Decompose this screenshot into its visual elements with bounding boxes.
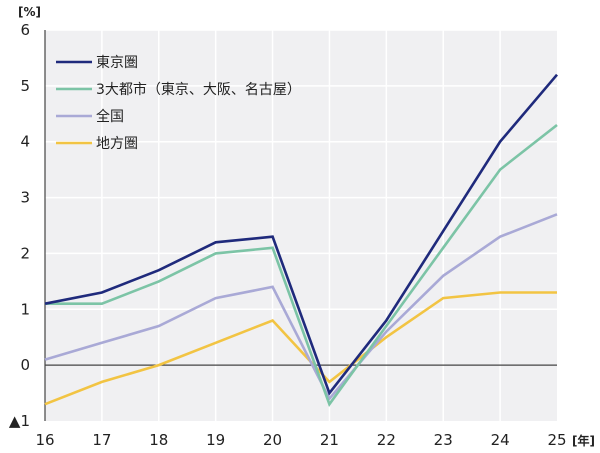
x-tick-label: 19 <box>206 431 225 449</box>
y-tick-label: 1 <box>20 300 30 318</box>
legend-label: 3大都市（東京、大阪、名古屋） <box>96 81 301 98</box>
legend-item: 東京圏 <box>56 55 138 71</box>
legend-item: 3大都市（東京、大阪、名古屋） <box>56 81 301 98</box>
y-tick-label: ▲1 <box>9 412 30 430</box>
y-tick-label: 2 <box>20 244 30 262</box>
x-axis-unit: [年] <box>572 433 595 448</box>
x-tick-label: 21 <box>320 431 339 449</box>
x-tick-label: 22 <box>377 431 396 449</box>
series-line <box>45 123 558 407</box>
x-axis-ticks: 16 17 18 19 20 21 22 23 24 25 <box>35 431 566 449</box>
y-tick-label: 0 <box>20 356 30 374</box>
series-lines <box>44 73 558 407</box>
gridlines <box>45 29 557 421</box>
x-tick-label: 18 <box>149 431 168 449</box>
x-tick-label: 25 <box>547 431 566 449</box>
plot-area <box>45 30 557 421</box>
y-tick-label: 4 <box>20 133 30 151</box>
series-line <box>44 291 557 406</box>
y-axis-unit: [%] <box>18 5 41 19</box>
x-tick-label: 17 <box>92 431 111 449</box>
series-line <box>44 213 558 402</box>
y-axis-ticks: 6 5 4 3 2 1 0 ▲1 <box>9 21 30 430</box>
legend-item: 地方圏 <box>56 136 138 152</box>
legend-item: 全国 <box>56 108 124 125</box>
y-tick-label: 3 <box>20 189 30 207</box>
y-tick-label: 5 <box>20 77 30 95</box>
legend-label: 全国 <box>96 108 124 125</box>
legend-label: 東京圏 <box>96 55 138 71</box>
y-tick-label: 6 <box>20 21 30 39</box>
x-tick-label: 16 <box>35 431 54 449</box>
x-tick-label: 20 <box>263 431 282 449</box>
series-line <box>44 73 558 396</box>
legend-label: 地方圏 <box>96 136 138 152</box>
x-tick-label: 23 <box>434 431 453 449</box>
x-tick-label: 24 <box>491 431 510 449</box>
